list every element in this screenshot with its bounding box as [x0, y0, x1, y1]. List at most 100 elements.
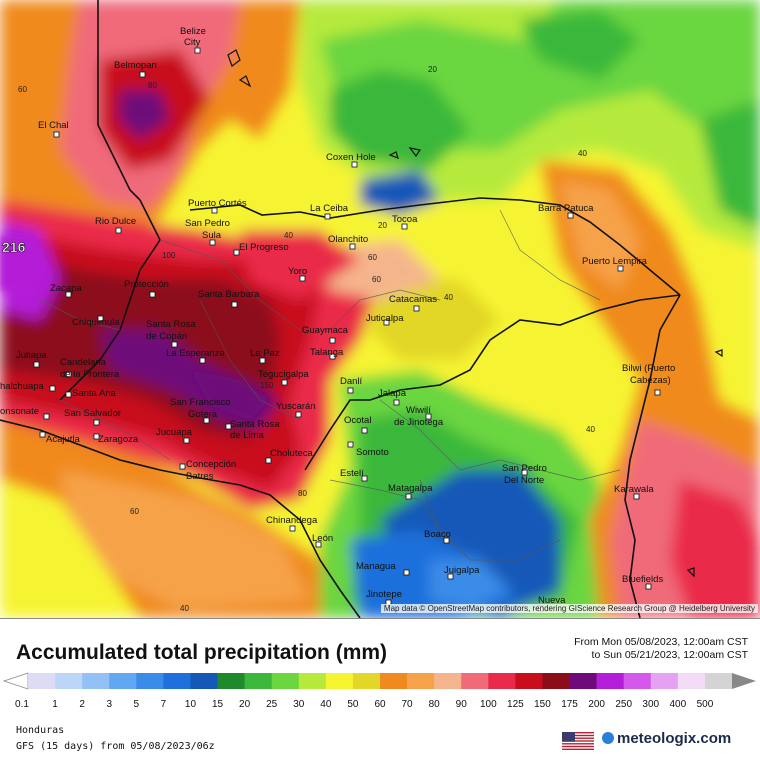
city-matagalpa[interactable]: Matagalpa	[388, 483, 433, 500]
city-rio-dulce[interactable]: Rio Dulce	[95, 216, 136, 234]
city-choluteca[interactable]: Choluteca	[265, 448, 313, 464]
city-el-chal[interactable]: El Chal	[38, 120, 69, 138]
city-chinandega[interactable]: Chinandega	[266, 515, 318, 532]
city-tocoa[interactable]: Tocoa	[392, 214, 418, 230]
city-label: Belmopan	[114, 60, 157, 71]
city-bluefields[interactable]: Bluefields	[622, 574, 663, 590]
city-la-ceiba[interactable]: La Ceiba	[310, 203, 349, 220]
city-guaymaca[interactable]: Guaymaca	[302, 325, 349, 344]
city-label: San Pedro	[185, 218, 230, 229]
period-from: From Mon 05/08/2023, 12:00am CST	[574, 636, 748, 648]
city-juticalpa[interactable]: Juticalpa	[366, 313, 404, 326]
city-juigalpa[interactable]: Juigalpa	[444, 565, 480, 580]
scale-tick-label: 10	[185, 699, 197, 710]
scale-tick-label: 0.1	[15, 699, 29, 710]
city-acajutla[interactable]: Acajutla	[39, 431, 81, 445]
city-danli[interactable]: Danlí	[340, 376, 363, 394]
city-boaco[interactable]: Boaco	[424, 529, 451, 544]
city-leon[interactable]: León	[312, 533, 333, 548]
city-olanchito[interactable]: Olanchito	[328, 234, 368, 250]
city-jalapa[interactable]: Jalapa	[378, 388, 407, 406]
city-zacapa[interactable]: Zacapa	[50, 283, 82, 298]
city-label: San Salvador	[64, 408, 121, 419]
city-santa-ana[interactable]: Santa Ana	[65, 388, 117, 399]
city-yoro[interactable]: Yoro	[288, 266, 307, 282]
city-label: Santa Ana	[72, 388, 117, 399]
scale-swatch	[55, 673, 83, 689]
city-label: Zaragoza	[98, 434, 139, 445]
scale-tick-label: 500	[697, 699, 714, 710]
city-chiquimula[interactable]: Chiquimula	[72, 315, 120, 328]
city-puerto-lempira[interactable]: Puerto Lempira	[582, 256, 648, 272]
city-ocotal[interactable]: Ocotal	[344, 415, 371, 434]
city-el-progreso[interactable]: El Progreso	[233, 242, 289, 256]
contour-label: 80	[298, 489, 307, 498]
city-sonsonate[interactable]: onsonate	[0, 406, 50, 420]
legend-panel: Accumulated total precipitation (mm) Fro…	[0, 618, 760, 761]
city-zaragoza[interactable]: Zaragoza	[93, 433, 139, 445]
city-label: Sula	[202, 230, 222, 241]
scale-tick-label: 20	[239, 699, 251, 710]
city-barra-patuca[interactable]: Barra Patuca	[538, 203, 594, 219]
contour-label: 20	[378, 221, 387, 230]
scale-swatch	[677, 673, 706, 689]
scale-tick-label: 250	[615, 699, 632, 710]
city-chalchuapa[interactable]: halchuapa	[0, 381, 56, 392]
city-la-esperanza[interactable]: La Esperanza	[166, 348, 225, 364]
city-label: Tocoa	[392, 214, 418, 225]
city-jutiapa[interactable]: Jutiapa	[16, 350, 47, 368]
contour-label: 40	[284, 231, 293, 240]
scale-tick-label: 175	[561, 699, 578, 710]
city-label: Candelaria	[60, 357, 107, 368]
us-flag-icon[interactable]	[562, 732, 594, 750]
city-label: Matagalpa	[388, 483, 433, 494]
city-label: Puerto Lempira	[582, 256, 648, 267]
scale-swatch	[352, 673, 381, 689]
city-jucuapa[interactable]: Jucuapa	[156, 427, 193, 444]
precipitation-map[interactable]: 20 20 40 40 40 40 40 60 60 60 60 80 80 1…	[0, 0, 760, 618]
city-puerto-cortes[interactable]: Puerto Cortés	[188, 198, 247, 214]
city-proteccion[interactable]: Protección	[124, 279, 169, 298]
scale-tick-label: 5	[134, 699, 140, 710]
city-label: Jucuapa	[156, 427, 193, 438]
city-catacamas[interactable]: Catacamas	[389, 294, 437, 312]
city-label: de la Frontera	[60, 369, 120, 380]
scale-tick-label: 1	[52, 699, 58, 710]
city-talanga[interactable]: Talanga	[310, 347, 344, 360]
city-label: Bilwi (Puerto	[622, 363, 675, 374]
city-label: Talanga	[310, 347, 344, 358]
city-san-salvador[interactable]: San Salvador	[64, 408, 121, 426]
city-label: Chiquimula	[72, 317, 120, 328]
city-karawala[interactable]: Karawala	[614, 484, 654, 500]
scale-swatch	[704, 673, 733, 689]
city-label: El Progreso	[239, 242, 289, 253]
scale-arrow-left	[2, 672, 29, 690]
brand-logo[interactable]: meteologix.com	[602, 730, 731, 747]
city-tegucigalpa[interactable]: Tegucigalpa	[258, 369, 309, 386]
city-managua[interactable]: Managua	[356, 561, 410, 576]
city-belmopan[interactable]: Belmopan	[114, 60, 157, 78]
city-label: Karawala	[614, 484, 654, 495]
city-label: Yoro	[288, 266, 307, 277]
scale-tick-label: 60	[374, 699, 386, 710]
city-santa-barbara[interactable]: Santa Barbara	[198, 289, 260, 308]
contour-label: 60	[372, 275, 381, 284]
city-somoto[interactable]: Somoto	[347, 441, 389, 458]
city-la-paz[interactable]: La Paz	[250, 348, 280, 364]
city-coxen-hole[interactable]: Coxen Hole	[326, 152, 376, 168]
city-label: halchuapa	[0, 381, 45, 392]
scale-swatch	[271, 673, 300, 689]
city-yuscaran[interactable]: Yuscarán	[276, 401, 316, 418]
city-label: City	[184, 37, 201, 48]
city-esteli[interactable]: Estelí	[340, 468, 368, 482]
